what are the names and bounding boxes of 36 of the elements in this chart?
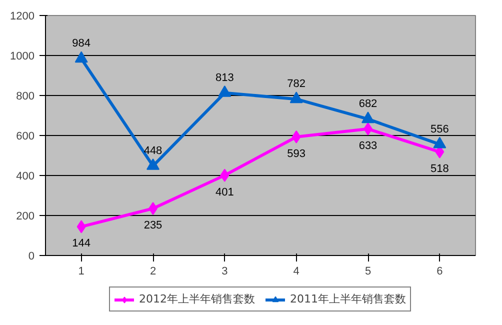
data-label: 144 xyxy=(72,238,91,250)
point xyxy=(218,85,232,97)
x-tick-label: 2 xyxy=(150,266,156,278)
legend-label: 2012年上半年销售套数 xyxy=(139,292,255,306)
point xyxy=(76,220,86,234)
point xyxy=(146,158,160,170)
legend-label: 2011年上半年销售套数 xyxy=(290,292,406,306)
data-label: 235 xyxy=(144,220,162,232)
x-tick-label: 1 xyxy=(78,266,84,278)
point xyxy=(362,112,374,124)
data-label: 448 xyxy=(144,144,162,157)
y-tick-label: 600 xyxy=(16,130,35,142)
data-label: 593 xyxy=(287,148,306,160)
data-label: 813 xyxy=(215,72,234,84)
data-label: 518 xyxy=(430,162,449,175)
point xyxy=(74,51,88,63)
data-label: 984 xyxy=(72,38,91,50)
x-tick-label: 3 xyxy=(222,266,228,278)
y-tick-label: 400 xyxy=(16,170,35,182)
point xyxy=(433,136,446,148)
x-tick-label: 4 xyxy=(293,266,300,278)
data-label: 556 xyxy=(430,123,449,136)
point xyxy=(290,92,303,104)
y-tick-label: 200 xyxy=(16,210,35,222)
y-tick-label: 0 xyxy=(28,250,35,262)
data-label: 401 xyxy=(215,186,234,198)
x-tick-label: 5 xyxy=(364,266,372,278)
y-tick-label: 800 xyxy=(16,90,35,102)
data-label: 782 xyxy=(287,78,306,90)
x-tick-label: 6 xyxy=(436,266,443,278)
y-tick-label: 1000 xyxy=(10,50,35,62)
point xyxy=(292,130,301,144)
data-label: 633 xyxy=(358,140,378,152)
point xyxy=(220,168,230,182)
data-label: 682 xyxy=(358,98,378,110)
y-tick-label: 1200 xyxy=(10,10,35,22)
